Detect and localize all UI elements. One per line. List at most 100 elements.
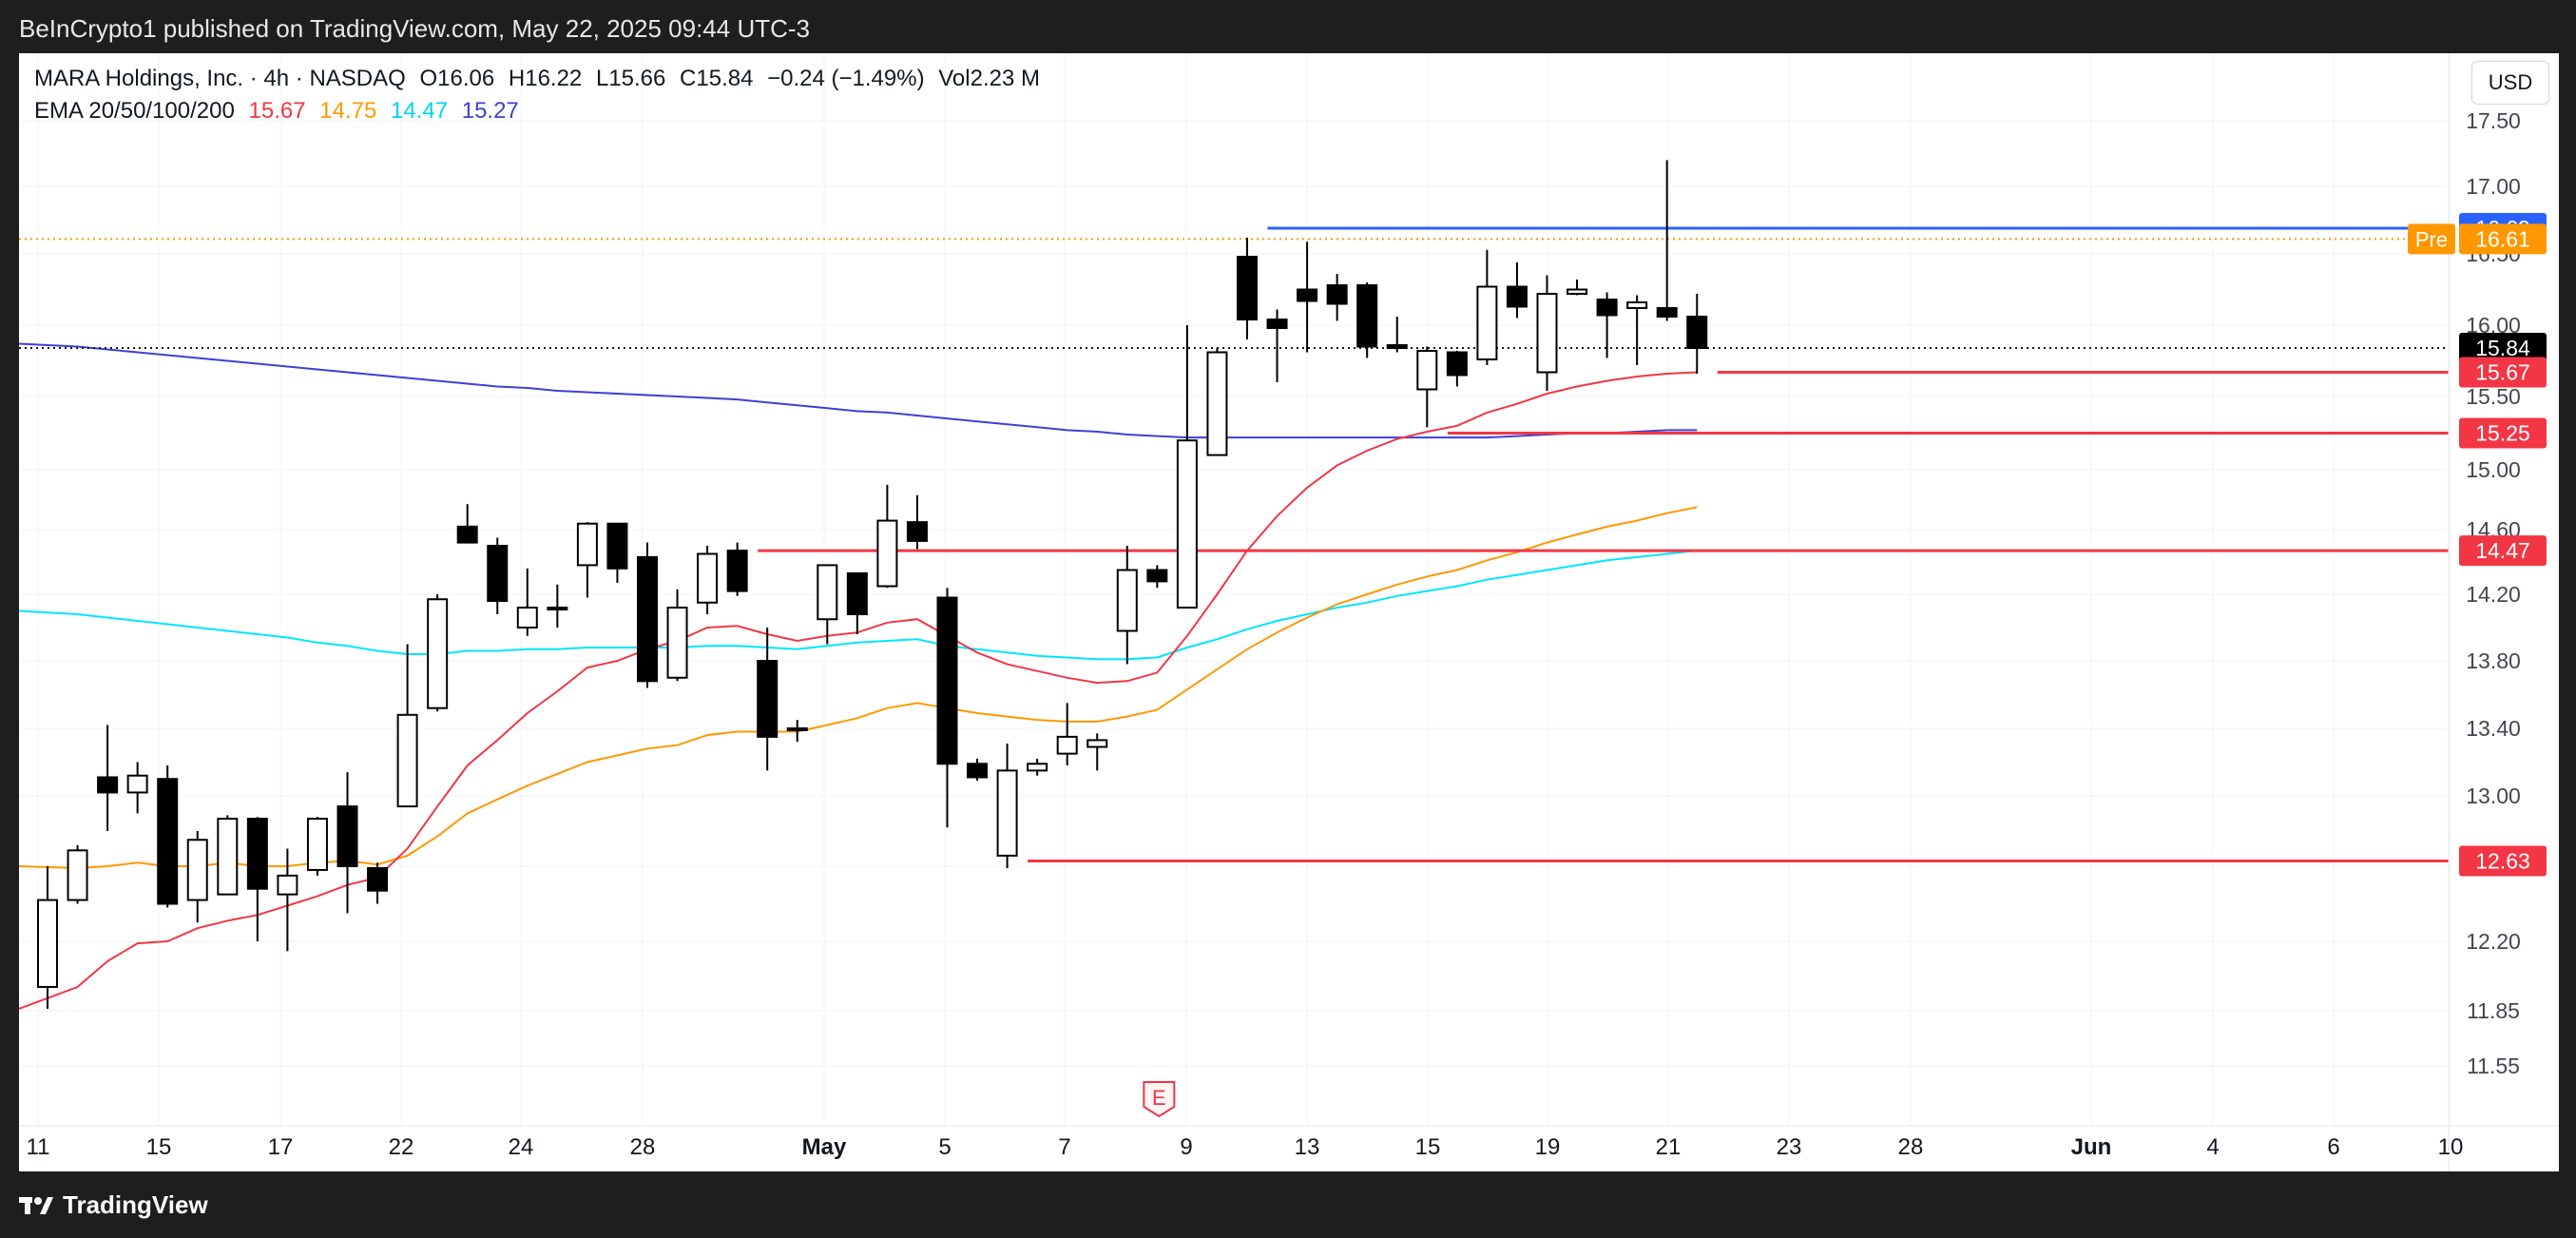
y-tick-label: 11.55 (2467, 1054, 2520, 1078)
y-tick-label: 13.80 (2466, 648, 2521, 673)
earnings-marker-shape (1143, 1081, 1176, 1118)
candle-body-up (1176, 439, 1198, 609)
earnings-marker-label: E (1152, 1086, 1166, 1110)
support-price-tag: 15.25 (2459, 417, 2547, 449)
candle (1686, 294, 1708, 374)
x-tick-label: 21 (1656, 1134, 1682, 1160)
candle-body-down (967, 763, 989, 779)
candle-body-up (576, 522, 598, 567)
candle (157, 765, 179, 908)
candle-body-down (606, 522, 628, 570)
candle-body-down (1146, 569, 1168, 583)
price-tag-value: 15.25 (2475, 421, 2530, 446)
y-tick-label: 15.00 (2466, 457, 2521, 482)
earnings-marker[interactable]: E (1143, 1081, 1176, 1118)
candle-body-up (666, 607, 688, 679)
ema200-line (19, 342, 1698, 439)
candles[interactable] (37, 160, 1708, 1009)
candle-body-down (1656, 307, 1678, 318)
candle (576, 522, 598, 598)
price-tag-value: 14.47 (2475, 538, 2530, 563)
y-tick-label: 14.20 (2466, 582, 2521, 607)
tradingview-logo-icon (19, 1196, 53, 1214)
candle (1416, 346, 1438, 428)
x-tick-label: 19 (1535, 1134, 1561, 1160)
price-tag-value: 16.61 (2475, 226, 2530, 251)
candle-body-up (306, 818, 328, 871)
x-tick-label: 13 (1295, 1134, 1320, 1160)
candle-body-down (456, 525, 478, 544)
ohlc-change: −0.24 (−1.49%) (767, 66, 925, 91)
x-tick-label: 23 (1777, 1134, 1802, 1160)
price-tag-bg (2459, 357, 2547, 388)
candle (1596, 292, 1618, 358)
candle (1656, 160, 1678, 321)
pre-tag-bg (2408, 223, 2455, 255)
currency-button[interactable]: USD (2471, 61, 2549, 105)
candle-body-up (516, 607, 538, 629)
ohlc-open: O16.06 (419, 66, 495, 91)
candle (1266, 309, 1288, 382)
candle-body-up (876, 519, 898, 588)
price-tag-value: 15.84 (2475, 336, 2530, 360)
candle (817, 564, 838, 645)
last-price-tag: 15.84 (2459, 333, 2547, 363)
candle (67, 844, 88, 904)
candle-body-up (786, 727, 808, 731)
candle (487, 537, 509, 614)
candle (126, 762, 148, 814)
candle-body-up (1116, 569, 1138, 632)
candle (1536, 275, 1558, 391)
candle-body-down (1237, 256, 1258, 320)
candle (1086, 733, 1108, 771)
candle-body-up (396, 713, 418, 808)
chart-panel[interactable]: 11.5511.8512.2012.6013.0013.4013.8014.20… (19, 53, 2559, 1171)
publish-info: BeInCrypto1 published on TradingView.com… (19, 14, 810, 43)
candle-body-up (1536, 293, 1558, 374)
candle (217, 815, 239, 896)
time-axis[interactable]: 11 15 17 22 24 28 May 5 7 9 13 15 19 21 23 28 Jun 4 6 10 (19, 1125, 2559, 1160)
brand-label: TradingView (63, 1190, 208, 1219)
x-tick-label: 6 (2327, 1134, 2339, 1160)
candle-body-down (1386, 344, 1408, 349)
candle (427, 594, 449, 712)
candle (1176, 325, 1198, 609)
chart-grid (19, 53, 2451, 1126)
candle (97, 725, 119, 831)
ema-legend-row: EMA 20/50/100/200 15.67 14.75 14.47 15.2… (34, 95, 1040, 127)
candle-body-up (277, 874, 298, 896)
symbol-legend-row: MARA Holdings, Inc. · 4h · NASDAQ O16.06… (34, 63, 1040, 95)
candle-body-down (1326, 284, 1348, 305)
price-levels (19, 226, 2449, 862)
candle-body-up (427, 598, 449, 709)
candle-body-down (1356, 284, 1378, 348)
candle (786, 720, 808, 743)
candle (246, 817, 268, 941)
candle-body-up (996, 769, 1018, 857)
x-tick-label: 11 (27, 1134, 50, 1160)
y-tick-label: 15.50 (2466, 384, 2521, 409)
x-tick-label: 15 (1415, 1134, 1441, 1160)
candle (1206, 348, 1228, 456)
candle (396, 644, 418, 808)
candle (336, 772, 358, 914)
candle (367, 862, 389, 904)
candle (876, 484, 898, 589)
price-chart[interactable]: 11.5511.8512.2012.6013.0013.4013.8014.20… (19, 53, 2559, 1171)
support-price-tag: 15.67 (2459, 357, 2547, 388)
ema100-line (19, 550, 1698, 661)
y-tick-label: 13.00 (2466, 783, 2521, 808)
footer-bar: TradingView (0, 1171, 2576, 1238)
ohlc-high: H16.22 (508, 66, 583, 91)
candle (1567, 280, 1588, 296)
candle-body-down (547, 607, 568, 610)
tradingview-logo[interactable]: TradingView (19, 1190, 208, 1220)
ema-lines (19, 342, 1698, 1010)
candle-body-up (697, 552, 719, 604)
chart-legend: MARA Holdings, Inc. · 4h · NASDAQ O16.06… (34, 63, 1040, 127)
y-tick-label: 12.20 (2466, 929, 2521, 954)
candle-body-up (1027, 763, 1048, 772)
candle-body-down (367, 866, 389, 892)
candle (967, 758, 989, 782)
candle-body-down (1446, 351, 1468, 377)
